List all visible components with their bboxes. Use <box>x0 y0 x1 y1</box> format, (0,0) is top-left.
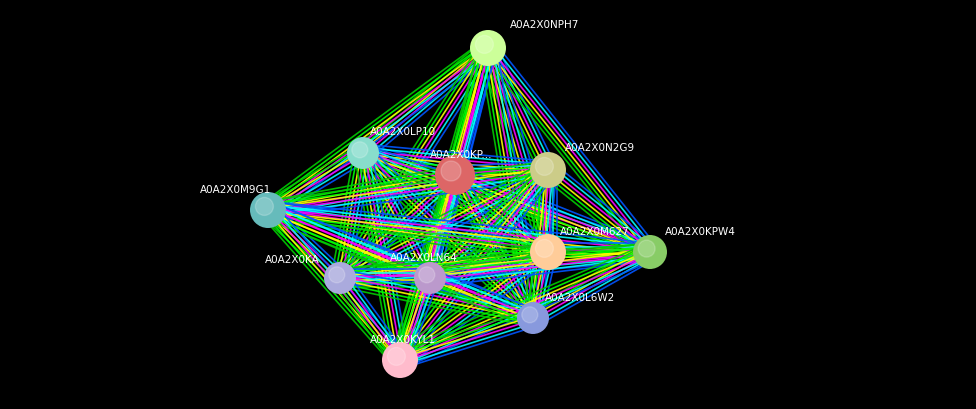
Circle shape <box>250 192 286 228</box>
Circle shape <box>256 198 273 216</box>
Circle shape <box>441 161 461 181</box>
Circle shape <box>329 267 345 283</box>
Text: A0A2X0KP...: A0A2X0KP... <box>430 150 493 160</box>
Circle shape <box>414 262 446 294</box>
Text: A0A2X0KYL1: A0A2X0KYL1 <box>370 335 436 345</box>
Circle shape <box>387 347 405 365</box>
Circle shape <box>522 307 538 323</box>
Circle shape <box>435 155 475 195</box>
Text: A0A2X0NPH7: A0A2X0NPH7 <box>510 20 580 30</box>
Text: A0A2X0LP10: A0A2X0LP10 <box>370 127 436 137</box>
Circle shape <box>347 137 379 169</box>
Circle shape <box>382 342 418 378</box>
Circle shape <box>470 30 506 66</box>
Circle shape <box>536 239 553 257</box>
Circle shape <box>633 235 667 269</box>
Text: A0A2X0N2G9: A0A2X0N2G9 <box>565 143 635 153</box>
Circle shape <box>638 240 655 257</box>
Text: A0A2X0L6W2: A0A2X0L6W2 <box>545 293 615 303</box>
Text: A0A2X0M627: A0A2X0M627 <box>560 227 630 237</box>
Circle shape <box>475 36 494 54</box>
Text: A0A2X0KPW4: A0A2X0KPW4 <box>665 227 736 237</box>
Circle shape <box>530 152 566 188</box>
Circle shape <box>419 267 434 283</box>
Text: A0A2X0KA: A0A2X0KA <box>265 255 320 265</box>
Circle shape <box>517 302 549 334</box>
Text: A0A2X0M9G1: A0A2X0M9G1 <box>200 185 271 195</box>
Circle shape <box>530 234 566 270</box>
Circle shape <box>536 157 553 175</box>
Circle shape <box>324 262 356 294</box>
Circle shape <box>351 142 368 158</box>
Text: A0A2X0LN64: A0A2X0LN64 <box>390 253 458 263</box>
